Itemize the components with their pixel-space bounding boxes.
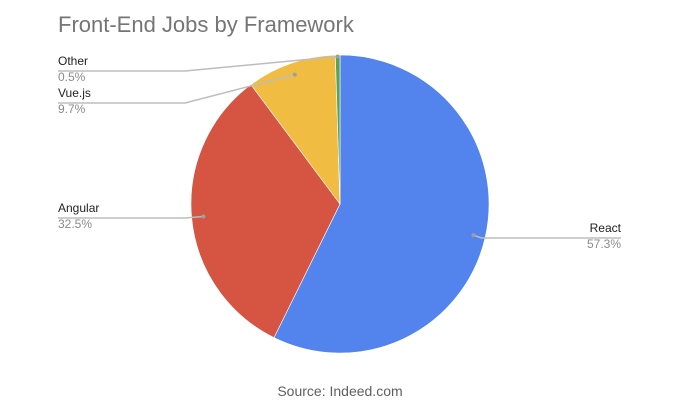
pie-slice-vue-js <box>250 54 341 205</box>
leader-line-other <box>58 55 338 72</box>
slice-value-other: 0.5% <box>58 70 86 84</box>
slice-value-react: 57.3% <box>587 237 621 251</box>
slice-label-angular: Angular <box>58 201 99 215</box>
slice-label-react: React <box>590 221 622 235</box>
leader-dot-angular <box>201 214 206 219</box>
slice-value-angular: 32.5% <box>58 217 92 231</box>
chart-source: Source: Indeed.com <box>277 383 403 399</box>
slice-value-vue-js: 9.7% <box>58 102 86 116</box>
leader-line-react <box>473 234 621 239</box>
leader-dot-vue-js <box>292 72 297 77</box>
leader-line-vue-js <box>58 73 295 104</box>
chart-title: Front-End Jobs by Framework <box>58 12 354 37</box>
leader-dot-other <box>335 54 340 59</box>
leader-line-angular <box>58 215 204 219</box>
leader-dot-react <box>471 233 476 238</box>
slice-label-vue-js: Vue.js <box>58 86 91 100</box>
slice-label-other: Other <box>58 54 88 68</box>
